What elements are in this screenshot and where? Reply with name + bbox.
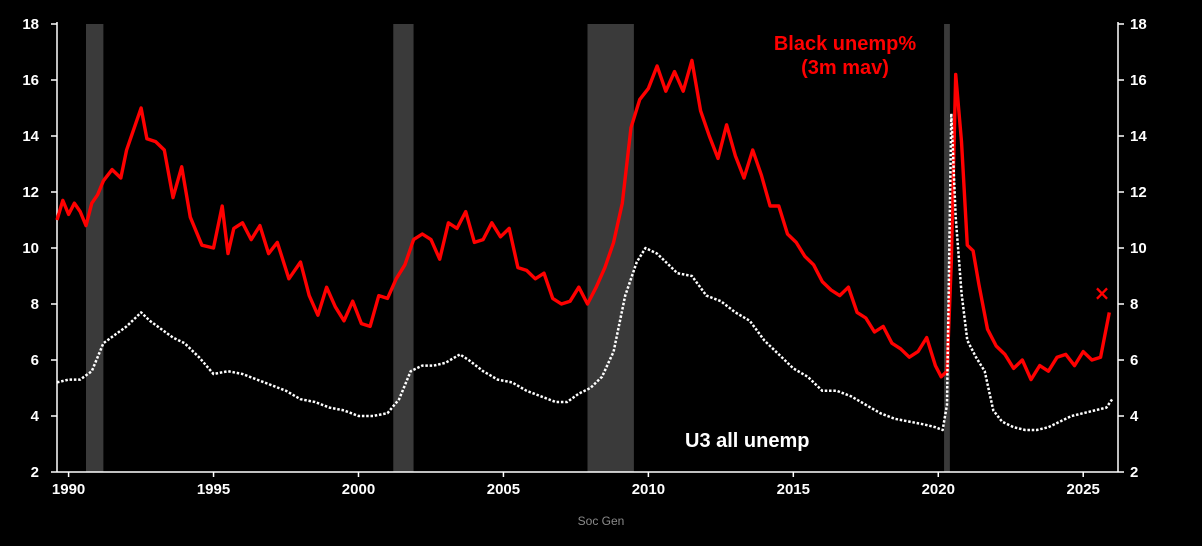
x-tick-label: 1990 bbox=[52, 481, 85, 498]
right-y-tick-label: 6 bbox=[1130, 352, 1138, 369]
right-y-tick-label: 4 bbox=[1130, 408, 1139, 425]
x-tick-label: 2000 bbox=[342, 481, 375, 498]
left-y-tick-label: 10 bbox=[22, 240, 39, 257]
right-y-tick-label: 8 bbox=[1130, 296, 1138, 313]
x-tick-label: 2010 bbox=[632, 481, 665, 498]
x-tick-label: 2020 bbox=[922, 481, 955, 498]
right-y-tick-label: 18 bbox=[1130, 16, 1147, 33]
right-y-axis-ticks: 2 4 6 8 10 12 14 16 18 bbox=[1118, 16, 1147, 481]
u3-all-unemp-line bbox=[56, 112, 1114, 432]
series-layer bbox=[55, 58, 1114, 432]
left-y-tick-label: 8 bbox=[31, 296, 39, 313]
x-tick-label: 2015 bbox=[777, 481, 810, 498]
recession-band bbox=[393, 24, 414, 472]
black-unemp-label-line1: Black unemp% bbox=[774, 33, 916, 55]
x-tick-label: 2005 bbox=[487, 481, 520, 498]
right-y-tick-label: 16 bbox=[1130, 72, 1147, 89]
left-y-tick-label: 18 bbox=[22, 16, 39, 33]
recession-band bbox=[85, 24, 104, 472]
recession-bands bbox=[85, 24, 950, 472]
recession-band bbox=[944, 24, 950, 472]
source-note: Soc Gen bbox=[577, 514, 625, 528]
x-tick-label: 2025 bbox=[1067, 481, 1100, 498]
left-y-tick-label: 6 bbox=[31, 352, 39, 369]
right-y-tick-label: 2 bbox=[1130, 464, 1138, 481]
right-y-tick-label: 12 bbox=[1130, 184, 1147, 201]
left-y-tick-label: 16 bbox=[22, 72, 39, 89]
black-unemp-label-line2: (3m mav) bbox=[801, 57, 889, 79]
right-y-tick-label: 10 bbox=[1130, 240, 1147, 257]
right-y-tick-label: 14 bbox=[1130, 128, 1147, 145]
left-y-tick-label: 14 bbox=[22, 128, 39, 145]
left-y-tick-label: 12 bbox=[22, 184, 39, 201]
left-y-axis-ticks: 2 4 6 8 10 12 14 16 18 bbox=[22, 16, 57, 481]
left-y-tick-label: 2 bbox=[31, 464, 39, 481]
left-y-tick-label: 4 bbox=[31, 408, 40, 425]
black-unemp-line bbox=[55, 58, 1111, 382]
x-tick-label: 1995 bbox=[197, 481, 230, 498]
u3-label: U3 all unemp bbox=[685, 430, 809, 452]
x-axis-ticks: 1990 1995 2000 2005 2010 2015 2020 2025 bbox=[52, 472, 1100, 498]
axes bbox=[56, 22, 1119, 473]
annotations: Black unemp% (3m mav) U3 all unemp × bbox=[685, 33, 1110, 452]
latest-point-marker: × bbox=[1094, 281, 1111, 305]
